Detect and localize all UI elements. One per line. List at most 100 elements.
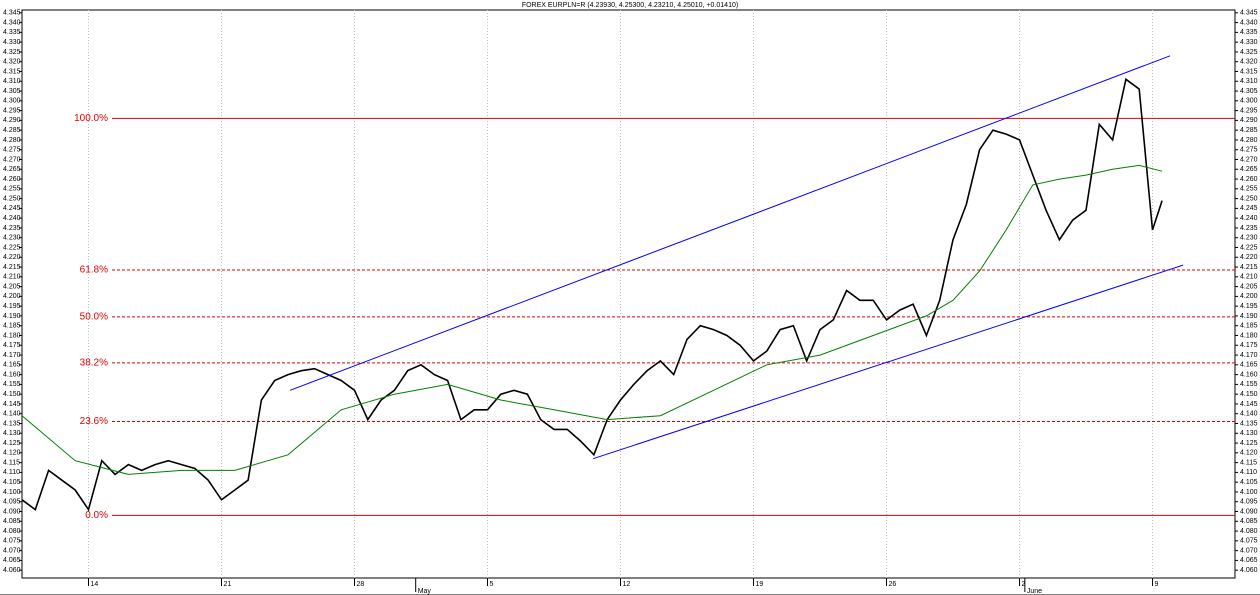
- y-tick-label-left: 4.225: [3, 244, 21, 251]
- month-label: May: [418, 588, 432, 595]
- y-tick-label-left: 4.200: [3, 293, 21, 300]
- y-tick-label-left: 4.290: [3, 117, 21, 124]
- series-line: [592, 264, 1184, 460]
- y-tick-label-right: 4.240: [1240, 215, 1258, 222]
- fib-label: 61.8%: [80, 265, 108, 276]
- y-tick-label-right: 4.085: [1240, 518, 1258, 525]
- x-tick-label: 14: [91, 581, 99, 588]
- y-tick-label-right: 4.235: [1240, 225, 1258, 232]
- y-tick-label-left: 4.240: [3, 215, 21, 222]
- y-tick-label-left: 4.100: [3, 489, 21, 496]
- y-tick-label-left: 4.120: [3, 450, 21, 457]
- series-line: [289, 55, 1171, 391]
- y-tick-label-left: 4.300: [3, 98, 21, 105]
- y-tick-label-right: 4.285: [1240, 127, 1258, 134]
- y-tick-label-left: 4.215: [3, 264, 21, 271]
- x-tick-label: 9: [1155, 581, 1159, 588]
- x-tick-label: 12: [623, 581, 631, 588]
- y-tick-label-left: 4.275: [3, 147, 21, 154]
- y-tick-label-right: 4.225: [1240, 244, 1258, 251]
- y-tick-label-right: 4.330: [1240, 39, 1258, 46]
- y-tick-label-right: 4.325: [1240, 49, 1258, 56]
- y-tick-label-left: 4.170: [3, 352, 21, 359]
- y-tick-label-left: 4.335: [3, 29, 21, 36]
- y-tick-label-left: 4.195: [3, 303, 21, 310]
- y-tick-label-left: 4.310: [3, 78, 21, 85]
- y-tick-label-left: 4.265: [3, 166, 21, 173]
- x-tick-label: 5: [490, 581, 494, 588]
- y-tick-label-right: 4.205: [1240, 283, 1258, 290]
- y-tick-label-right: 4.255: [1240, 186, 1258, 193]
- y-tick-label-right: 4.215: [1240, 264, 1258, 271]
- y-tick-label-left: 4.270: [3, 156, 21, 163]
- y-tick-label-right: 4.290: [1240, 117, 1258, 124]
- y-tick-label-left: 4.190: [3, 313, 21, 320]
- y-tick-label-right: 4.265: [1240, 166, 1258, 173]
- y-tick-label-right: 4.340: [1240, 19, 1258, 26]
- y-tick-label-left: 4.340: [3, 19, 21, 26]
- y-tick-label-left: 4.060: [3, 567, 21, 574]
- y-tick-label-right: 4.295: [1240, 107, 1258, 114]
- y-tick-label-left: 4.320: [3, 59, 21, 66]
- y-tick-label-left: 4.085: [3, 518, 21, 525]
- x-tick-label: 28: [357, 581, 365, 588]
- y-tick-label-right: 4.160: [1240, 371, 1258, 378]
- x-tick-label: 2: [1022, 581, 1026, 588]
- y-tick-label-right: 4.275: [1240, 147, 1258, 154]
- x-tick-label: 26: [889, 581, 897, 588]
- y-tick-label-right: 4.110: [1240, 469, 1257, 476]
- fib-label: 0.0%: [85, 510, 108, 521]
- y-tick-label-left: 4.065: [3, 557, 21, 564]
- y-tick-label-right: 4.185: [1240, 323, 1258, 330]
- y-tick-label-left: 4.235: [3, 225, 21, 232]
- month-label: June: [1027, 588, 1042, 595]
- y-tick-label-left: 4.130: [3, 430, 21, 437]
- y-tick-label-left: 4.295: [3, 107, 21, 114]
- y-tick-label-right: 4.145: [1240, 401, 1258, 408]
- y-tick-label-right: 4.155: [1240, 381, 1258, 388]
- y-tick-label-right: 4.130: [1240, 430, 1258, 437]
- y-tick-label-right: 4.345: [1240, 10, 1258, 17]
- y-tick-label-left: 4.160: [3, 371, 21, 378]
- y-tick-label-left: 4.260: [3, 176, 21, 183]
- y-tick-label-right: 4.245: [1240, 205, 1258, 212]
- y-tick-label-right: 4.170: [1240, 352, 1258, 359]
- y-tick-label-left: 4.230: [3, 235, 21, 242]
- y-tick-label-left: 4.080: [3, 528, 21, 535]
- y-tick-label-left: 4.155: [3, 381, 21, 388]
- x-tick-label: 21: [224, 581, 232, 588]
- y-tick-label-left: 4.165: [3, 362, 21, 369]
- y-tick-label-right: 4.115: [1240, 459, 1257, 466]
- y-tick-label-right: 4.320: [1240, 59, 1258, 66]
- y-tick-label-right: 4.305: [1240, 88, 1258, 95]
- y-tick-label-left: 4.180: [3, 332, 21, 339]
- y-tick-label-right: 4.190: [1240, 313, 1258, 320]
- y-tick-label-left: 4.150: [3, 391, 21, 398]
- y-tick-label-right: 4.095: [1240, 499, 1258, 506]
- y-tick-label-left: 4.250: [3, 195, 21, 202]
- y-tick-label-right: 4.120: [1240, 450, 1258, 457]
- y-tick-label-right: 4.250: [1240, 195, 1258, 202]
- y-tick-label-left: 4.075: [3, 538, 21, 545]
- y-tick-label-left: 4.245: [3, 205, 21, 212]
- y-tick-label-left: 4.280: [3, 137, 21, 144]
- y-tick-label-right: 4.260: [1240, 176, 1258, 183]
- y-tick-label-left: 4.330: [3, 39, 21, 46]
- y-tick-label-right: 4.075: [1240, 538, 1258, 545]
- y-tick-label-left: 4.315: [3, 68, 21, 75]
- y-tick-label-left: 4.325: [3, 49, 21, 56]
- y-tick-label-right: 4.105: [1240, 479, 1258, 486]
- y-tick-label-left: 4.220: [3, 254, 21, 261]
- fib-label: 23.6%: [80, 416, 108, 427]
- x-tick-label: 19: [756, 581, 764, 588]
- series-line: [21, 77, 1163, 512]
- y-tick-label-right: 4.300: [1240, 98, 1258, 105]
- y-tick-label-left: 4.285: [3, 127, 21, 134]
- y-tick-label-right: 4.270: [1240, 156, 1258, 163]
- y-tick-label-right: 4.070: [1240, 547, 1258, 554]
- y-tick-label-right: 4.310: [1240, 78, 1258, 85]
- y-tick-label-left: 4.255: [3, 186, 21, 193]
- y-tick-label-right: 4.195: [1240, 303, 1258, 310]
- series-line: [21, 164, 1163, 475]
